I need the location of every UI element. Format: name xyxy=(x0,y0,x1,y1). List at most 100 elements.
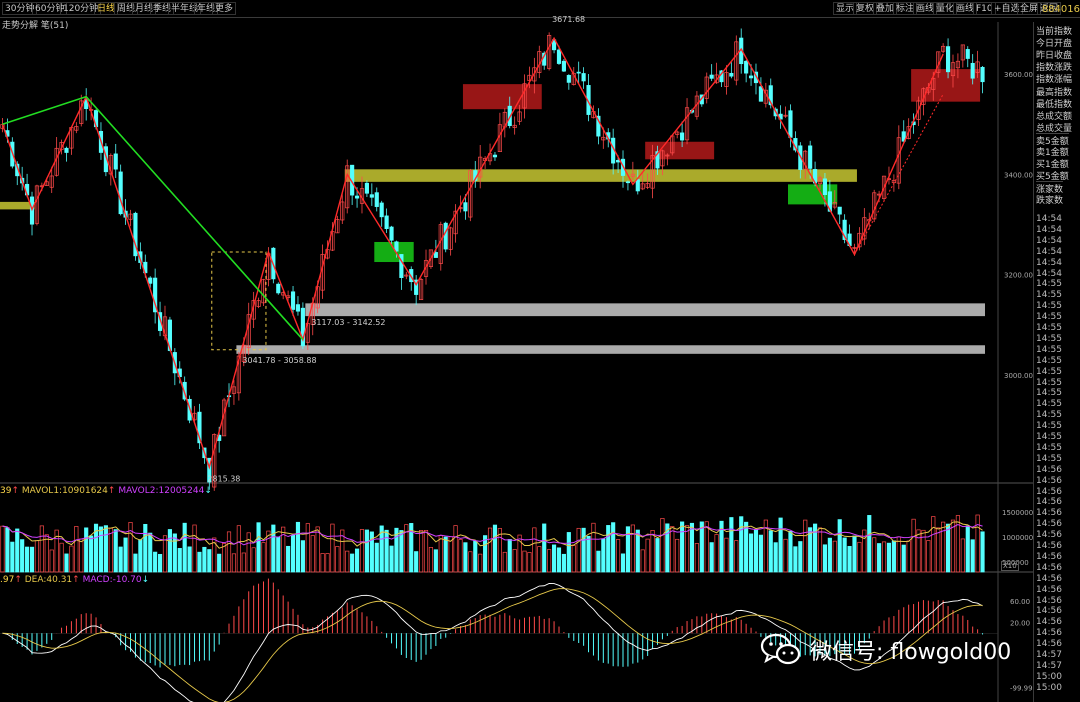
tool-button[interactable]: 全屏 xyxy=(1017,2,1042,15)
candle-body xyxy=(384,215,389,229)
candle-body xyxy=(916,100,921,120)
volume-bar xyxy=(945,523,951,573)
candle-body xyxy=(945,46,951,73)
candle-body xyxy=(34,185,40,224)
period-tab[interactable]: 年线 xyxy=(194,2,219,15)
volume-bar xyxy=(369,531,374,573)
volume-bar xyxy=(571,545,576,573)
period-tab[interactable]: 周线 xyxy=(114,2,139,15)
tool-button[interactable]: 复权 xyxy=(853,2,878,15)
candle-body xyxy=(906,126,911,139)
volume-bar xyxy=(906,540,911,573)
candle-body xyxy=(517,111,522,122)
tool-button[interactable]: F10 xyxy=(973,2,996,15)
candle-body xyxy=(601,136,606,141)
tool-button[interactable]: 叠加 xyxy=(873,2,898,15)
candle-body xyxy=(212,434,217,488)
volume-bar xyxy=(187,546,192,573)
period-tab[interactable]: 日线 xyxy=(94,2,119,15)
tool-button[interactable]: 画线 xyxy=(913,2,938,15)
candle-body xyxy=(49,175,54,188)
candle-body xyxy=(783,114,788,117)
period-tab[interactable]: 更多 xyxy=(212,2,237,15)
quote-field-label: 卖1金额 xyxy=(1036,148,1069,158)
tick-time: 14:55 xyxy=(1036,355,1062,366)
volume-bar xyxy=(438,535,443,573)
candle-body xyxy=(625,181,631,184)
volume-bar xyxy=(773,542,778,573)
volume-bar xyxy=(10,541,15,573)
volume-bar xyxy=(517,534,522,573)
candle-body xyxy=(295,304,301,312)
candle-body xyxy=(236,355,241,394)
volume-bar xyxy=(694,543,699,573)
tool-button[interactable]: 量化 xyxy=(933,2,958,15)
chart-area[interactable]: 3000.00 3200.00 3400.00 3600.00 500000 100000… xyxy=(0,0,1033,702)
volume-bar xyxy=(744,521,749,573)
tick-time: 14:56 xyxy=(1036,508,1062,519)
volume-tick-label: 500000 xyxy=(1002,559,1029,567)
volume-bar xyxy=(680,521,685,573)
candle-body xyxy=(941,45,946,52)
candle-body xyxy=(901,131,906,142)
tool-button[interactable]: 显示 xyxy=(833,2,858,15)
tick-time: 14:55 xyxy=(1036,366,1062,377)
volume-bar xyxy=(379,525,384,573)
candle-body xyxy=(680,132,685,141)
volume-bar xyxy=(157,553,163,573)
volume-bar xyxy=(423,530,429,573)
candle-body xyxy=(128,213,133,220)
volume-bar xyxy=(394,527,399,573)
candle-body xyxy=(881,175,887,199)
volume-bar xyxy=(315,526,320,573)
period-tab[interactable]: 30分钟 xyxy=(2,2,38,15)
tick-time: 14:55 xyxy=(1036,388,1062,399)
tool-button[interactable]: +自选 xyxy=(991,2,1023,15)
candle-body xyxy=(817,177,823,185)
candle-body xyxy=(197,411,202,444)
mavol2-label: MAVOL2:12005244 xyxy=(118,486,205,496)
volume-bar xyxy=(271,524,276,573)
pivot-box xyxy=(211,251,267,351)
macd-label: MACD:-10.70 xyxy=(82,575,142,585)
volume-bar xyxy=(202,546,207,573)
volume-bar xyxy=(675,538,680,573)
volume-bar xyxy=(729,517,734,573)
volume-bar xyxy=(793,546,798,573)
volume-bar xyxy=(739,516,744,573)
period-tab[interactable]: 月线 xyxy=(132,2,157,15)
candle-body xyxy=(566,75,571,83)
candle-body xyxy=(374,192,379,207)
candle-body xyxy=(423,260,429,277)
candle-body xyxy=(468,170,473,218)
candle-body xyxy=(231,386,237,394)
volume-bar xyxy=(281,526,286,573)
volume-bar xyxy=(79,538,84,573)
tick-time: 14:56 xyxy=(1036,617,1062,628)
volume-bar xyxy=(689,522,695,573)
volume-bar xyxy=(182,522,187,573)
volume-bar xyxy=(487,527,493,573)
candle-body xyxy=(157,312,163,331)
volume-bar xyxy=(561,553,566,573)
quote-field-label: 跌家数 xyxy=(1036,196,1064,207)
volume-bar xyxy=(453,525,458,573)
volume-bar xyxy=(916,529,921,573)
volume-bar xyxy=(44,534,49,573)
candle-body xyxy=(709,74,714,79)
pivot-zone xyxy=(236,345,985,354)
period-tab[interactable]: 60分钟 xyxy=(32,2,68,15)
period-tab[interactable]: 季线 xyxy=(150,2,175,15)
volume-bar xyxy=(443,536,448,573)
tool-button[interactable]: 标注 xyxy=(893,2,918,15)
volume-legend: 39↑ MAVOL1:10901624↑ MAVOL2:12005244↓ xyxy=(0,486,212,496)
quote-field-label: 涨家数 xyxy=(1036,181,1064,195)
period-tab[interactable]: 120分钟 xyxy=(60,2,102,15)
quote-field-label: 今日开盘 xyxy=(1036,39,1073,50)
candle-body xyxy=(522,83,527,109)
tool-button[interactable]: 返回 xyxy=(1037,2,1062,15)
volume-bar xyxy=(975,514,980,573)
tool-button[interactable]: 画线 xyxy=(953,2,978,15)
period-tab[interactable]: 半年线 xyxy=(168,2,202,15)
tick-time: 14:54 xyxy=(1036,235,1062,246)
